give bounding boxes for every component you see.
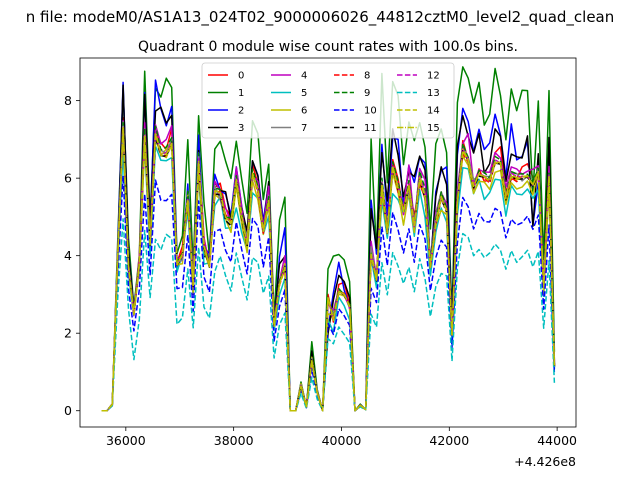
y-tick-label: 0 [64,403,72,418]
legend-label-5: 5 [301,88,307,99]
legend-label-15: 15 [427,123,440,134]
legend-label-9: 9 [364,88,370,99]
legend-label-8: 8 [364,71,370,82]
plot-frame [79,57,577,428]
y-tick-label: 8 [64,93,72,108]
x-axis: 36000 38000 40000 42000 44000 [106,427,577,448]
x-tick-label: 44000 [537,433,577,448]
x-offset-label: +4.426e8 [514,454,576,469]
legend-label-12: 12 [427,71,440,82]
series-line-15 [101,127,556,412]
legend-label-7: 7 [301,123,307,134]
legend-label-3: 3 [238,123,244,134]
series-line-13 [101,218,556,412]
y-tick-label: 4 [64,248,72,263]
x-tick-label: 40000 [322,433,362,448]
legend-label-1: 1 [238,88,244,99]
legend-label-6: 6 [301,106,307,117]
legend-label-13: 13 [427,88,440,99]
legend-label-11: 11 [364,123,377,134]
y-tick-label: 6 [64,171,72,186]
series-layer [101,66,556,412]
y-axis: 0 2 4 6 8 [64,93,80,418]
legend-label-2: 2 [238,106,244,117]
legend-label-14: 14 [427,106,440,117]
legend-label-0: 0 [238,71,244,82]
legend-box [201,62,455,139]
figure-suptitle: n file: modeM0/AS1A13_024T02_9000006026_… [26,8,615,27]
y-tick-label: 2 [64,326,72,341]
x-tick-label: 38000 [214,433,254,448]
x-tick-label: 36000 [106,433,146,448]
legend-label-10: 10 [364,106,377,117]
series-line-10 [101,175,556,412]
axes-title: Quadrant 0 module wise count rates with … [138,39,518,55]
legend-label-4: 4 [301,71,307,82]
x-tick-label: 42000 [429,433,469,448]
